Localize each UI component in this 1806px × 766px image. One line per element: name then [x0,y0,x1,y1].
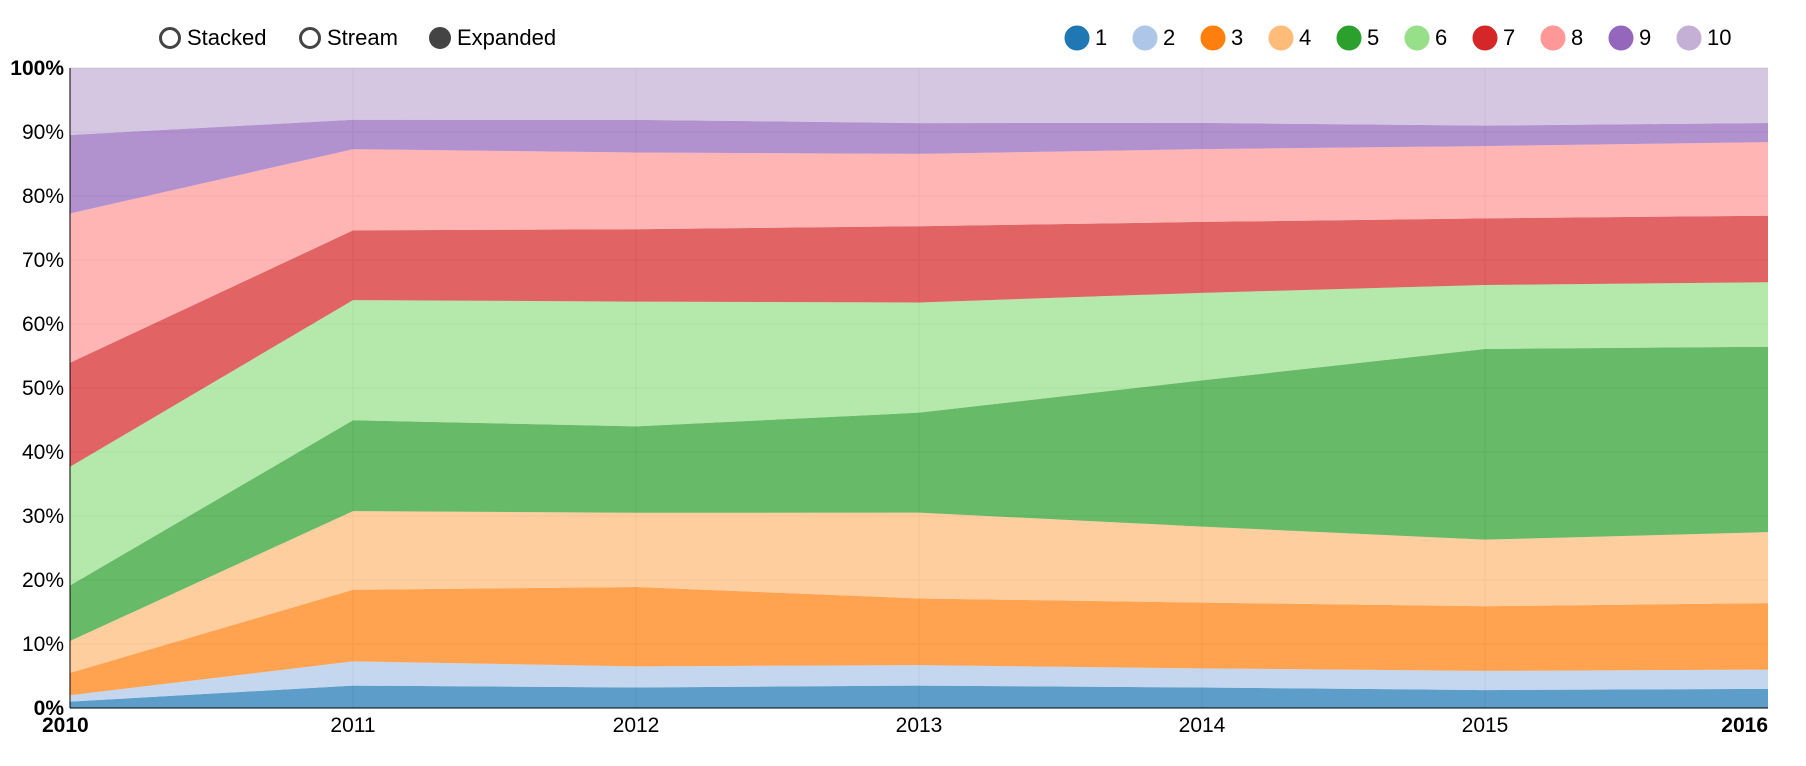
y-tick: 90% [22,121,64,144]
legend-label: 7 [1503,25,1515,50]
legend-label: 5 [1367,25,1379,50]
y-tick: 20% [22,569,64,592]
area-series-7[interactable] [70,215,1768,467]
radio-unchecked-icon [299,27,321,49]
radio-checked-icon [429,27,451,49]
y-tick-label: 20% [22,569,64,592]
area-series-group [70,68,1768,708]
area-series-4[interactable] [70,511,1768,673]
legend-label: 3 [1231,25,1243,50]
legend-label: 2 [1163,25,1175,50]
y-tick-label: 70% [22,249,64,272]
legend-label: 6 [1435,25,1447,50]
legend-swatch-icon [1132,25,1158,51]
y-tick-label: 80% [22,185,64,208]
mode-option-stream[interactable]: Stream [299,25,398,50]
legend-item-6[interactable]: 6 [1404,25,1447,51]
y-tick-label: 100% [10,57,64,80]
y-tick-label: 30% [22,505,64,528]
y-tick: 0% [34,697,65,720]
x-tick: 2011 [330,714,375,737]
legend-swatch-icon [1268,25,1294,51]
area-series-9[interactable] [70,119,1768,214]
legend-swatch-icon [1540,25,1566,51]
legend-label: 4 [1299,25,1311,50]
radio-unchecked-icon [159,27,181,49]
y-tick-label: 0% [34,697,65,720]
x-tick-label: 2011 [330,714,375,737]
x-tick-label: 2010 [42,714,89,737]
x-tick-label: 2016 [1721,714,1768,737]
y-tick: 10% [22,633,64,656]
area-series-1[interactable] [70,685,1768,708]
y-tick: 60% [22,313,64,336]
y-tick-label: 40% [22,441,64,464]
legend-item-10[interactable]: 10 [1676,25,1731,51]
legend-label: 1 [1095,25,1107,50]
legend-swatch-icon [1608,25,1634,51]
legend-swatch-icon [1404,25,1430,51]
y-tick-label: 60% [22,313,64,336]
chart-mode-controls: Stacked Stream Expanded [159,25,557,50]
legend-swatch-icon [1200,25,1226,51]
mode-option-stacked[interactable]: Stacked [159,25,267,50]
x-tick: 2013 [896,714,943,737]
area-series-10[interactable] [70,68,1768,135]
y-tick-label: 90% [22,121,64,144]
y-tick: 70% [22,249,64,272]
legend-swatch-icon [1472,25,1498,51]
area-series-5[interactable] [70,346,1768,641]
x-tick: 2012 [613,714,660,737]
area-series-3[interactable] [70,587,1768,696]
legend-item-7[interactable]: 7 [1472,25,1515,51]
mode-option-label: Expanded [457,25,556,50]
legend-swatch-icon [1336,25,1362,51]
legend-item-1[interactable]: 1 [1064,25,1107,51]
x-tick-label: 2014 [1179,714,1226,737]
legend-swatch-icon [1064,25,1090,51]
y-tick: 30% [22,505,64,528]
mode-option-label: Stream [327,25,398,50]
legend-label: 9 [1639,25,1651,50]
mode-option-label: Stacked [187,25,267,50]
x-tick-label: 2012 [613,714,660,737]
legend-item-5[interactable]: 5 [1336,25,1379,51]
x-tick: 2015 [1462,714,1509,737]
x-tick: 2010 [42,714,89,737]
axes: 0% 10% 20% 30% 40% 50% 60% 70% 80% 90% 100% 2010 201… [10,57,1768,737]
y-tick: 80% [22,185,64,208]
mode-option-expanded[interactable]: Expanded [429,25,557,50]
y-tick: 100% [10,57,64,80]
legend-item-9[interactable]: 9 [1608,25,1651,51]
area-series-6[interactable] [70,282,1768,586]
y-tick-label: 50% [22,377,64,400]
x-tick: 2016 [1721,714,1768,737]
legend-item-4[interactable]: 4 [1268,25,1311,51]
x-tick-label: 2015 [1462,714,1509,737]
legend-item-2[interactable]: 2 [1132,25,1175,51]
y-tick: 40% [22,441,64,464]
x-tick-label: 2013 [896,714,943,737]
legend-item-8[interactable]: 8 [1540,25,1583,51]
x-tick: 2014 [1179,714,1226,737]
legend: 1 2 3 4 5 6 7 8 9 10 [1064,25,1731,51]
y-tick: 50% [22,377,64,400]
legend-label: 10 [1707,25,1731,50]
area-series-8[interactable] [70,142,1768,363]
y-tick-label: 10% [22,633,64,656]
area-series-2[interactable] [70,661,1768,702]
legend-label: 8 [1571,25,1583,50]
legend-item-3[interactable]: 3 [1200,25,1243,51]
legend-swatch-icon [1676,25,1702,51]
